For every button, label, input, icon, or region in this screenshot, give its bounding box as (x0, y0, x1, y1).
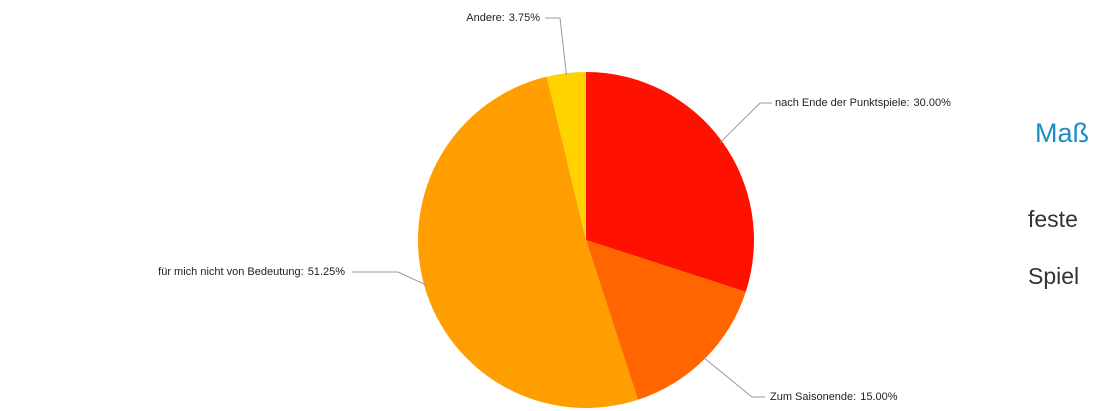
slice-category: für mich nicht von Bedeutung: (158, 266, 304, 278)
slice-label: nach Ende der Punktspiele: 30.00% (775, 97, 951, 109)
side-line: Spiel (1028, 263, 1079, 289)
side-line: feste (1028, 206, 1078, 232)
side-heading: Maß (1035, 118, 1089, 148)
slice-value: 3.75% (509, 12, 540, 24)
slice-label: für mich nicht von Bedeutung: 51.25% (158, 266, 345, 278)
slice-category: Andere: (466, 12, 505, 24)
pie-slice (586, 72, 754, 292)
leader-line (352, 271, 427, 286)
slice-category: nach Ende der Punktspiele: (775, 97, 910, 109)
slice-value: 15.00% (860, 391, 898, 403)
leader-line (719, 102, 772, 143)
leader-line (545, 17, 567, 76)
slice-label: Zum Saisonende: 15.00% (770, 391, 898, 403)
leader-line (703, 356, 765, 398)
slice-label: Andere: 3.75% (466, 12, 540, 24)
slice-value: 51.25% (308, 266, 346, 278)
pie-slice (417, 76, 638, 409)
pie-slice (546, 72, 586, 240)
pie-slice (586, 240, 746, 400)
slice-value: 30.00% (914, 97, 952, 109)
slice-category: Zum Saisonende: (770, 391, 856, 403)
